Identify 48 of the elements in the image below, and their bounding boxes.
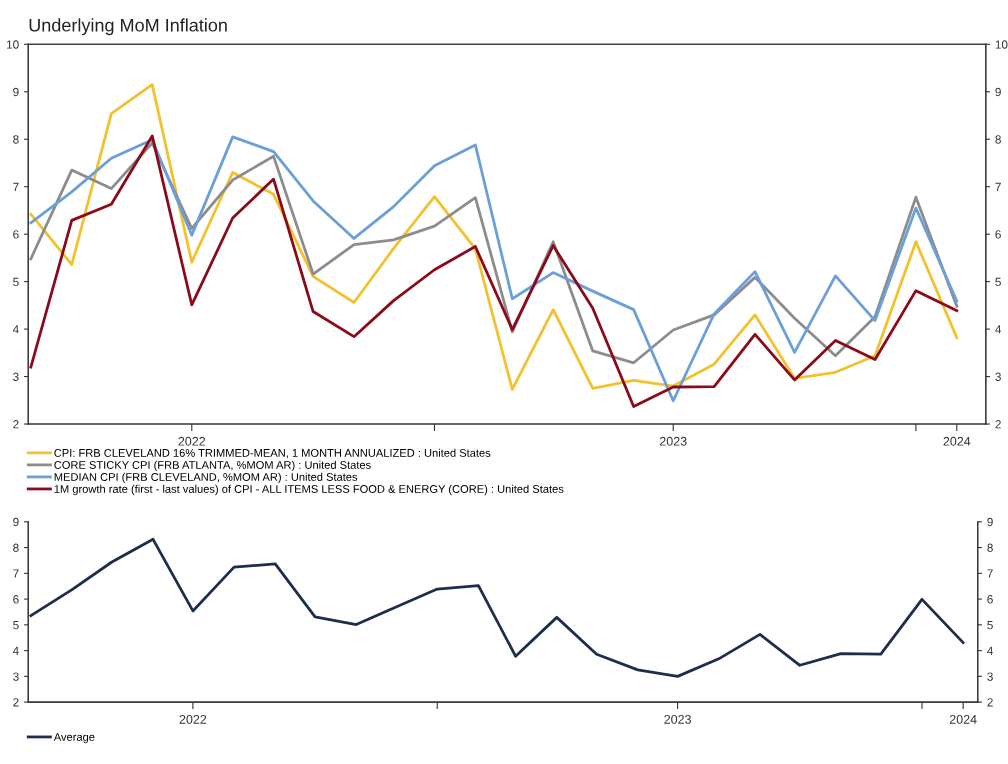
legend-label: Average (53, 733, 95, 744)
legend-label: CORE STICKY CPI (FRB ATLANTA, %MOM AR) : United States (54, 460, 371, 472)
y2-tick-label: 9 (995, 87, 1001, 97)
y2-tick-label: 4 (995, 325, 1002, 334)
y2-tick-label: 6 (995, 230, 1001, 239)
y-tick-label: 8 (13, 543, 19, 552)
y-tick-label: 2 (13, 698, 19, 707)
y-tick-label: 8 (13, 135, 19, 144)
y-tick-label: 4 (12, 646, 19, 655)
y2-tick-label: 10 (995, 40, 1008, 49)
y2-tick-label: 9 (987, 517, 993, 527)
y-tick-label: 7 (13, 569, 19, 578)
legend-label: CPI: FRB CLEVELAND 16% TRIMMED-MEAN, 1 MONTH ANNUALIZED : United States (54, 448, 491, 459)
y-tick-label: 3 (13, 672, 19, 681)
x-tick-label: 2024 (949, 714, 977, 724)
y2-tick-label: 6 (987, 595, 993, 604)
y-tick-label: 4 (12, 325, 19, 334)
y-tick-label: 10 (6, 40, 19, 49)
x-tick-label: 2024 (943, 436, 971, 446)
y-tick-label: 6 (13, 230, 19, 239)
y-tick-label: 9 (13, 87, 19, 97)
x-tick-label: 2023 (659, 436, 687, 446)
y2-tick-label: 5 (995, 277, 1001, 287)
y2-tick-label: 8 (995, 135, 1001, 144)
y2-tick-label: 7 (995, 182, 1001, 191)
y2-tick-label: 3 (995, 372, 1001, 381)
y-tick-label: 6 (13, 595, 19, 604)
legend-label: MEDIAN CPI (FRB CLEVELAND, %MOM AR) : United States (54, 472, 358, 484)
y-tick-label: 9 (13, 517, 19, 527)
line-series (29, 83, 959, 391)
y2-tick-label: 2 (995, 420, 1001, 429)
chart-title: Underlying MoM Inflation (29, 18, 227, 36)
y2-tick-label: 7 (987, 569, 993, 578)
y2-tick-label: 2 (987, 698, 993, 707)
y2-tick-label: 8 (987, 543, 993, 552)
y-tick-label: 5 (13, 277, 19, 287)
y-tick-label: 3 (13, 372, 19, 381)
x-tick-label: 2022 (178, 436, 206, 446)
y2-tick-label: 3 (987, 672, 993, 681)
y-tick-label: 7 (13, 182, 19, 191)
y2-tick-label: 5 (987, 621, 993, 630)
legend-label: 1M growth rate (first - last values) of CPI - ALL ITEMS LESS FOOD & ENERGY (CORE) : United States (54, 484, 564, 496)
y2-tick-label: 4 (987, 646, 994, 655)
y-tick-label: 2 (13, 420, 19, 429)
y-tick-label: 5 (13, 621, 19, 630)
line-series (29, 537, 965, 678)
x-tick-label: 2023 (664, 714, 691, 724)
x-tick-label: 2022 (179, 714, 207, 724)
